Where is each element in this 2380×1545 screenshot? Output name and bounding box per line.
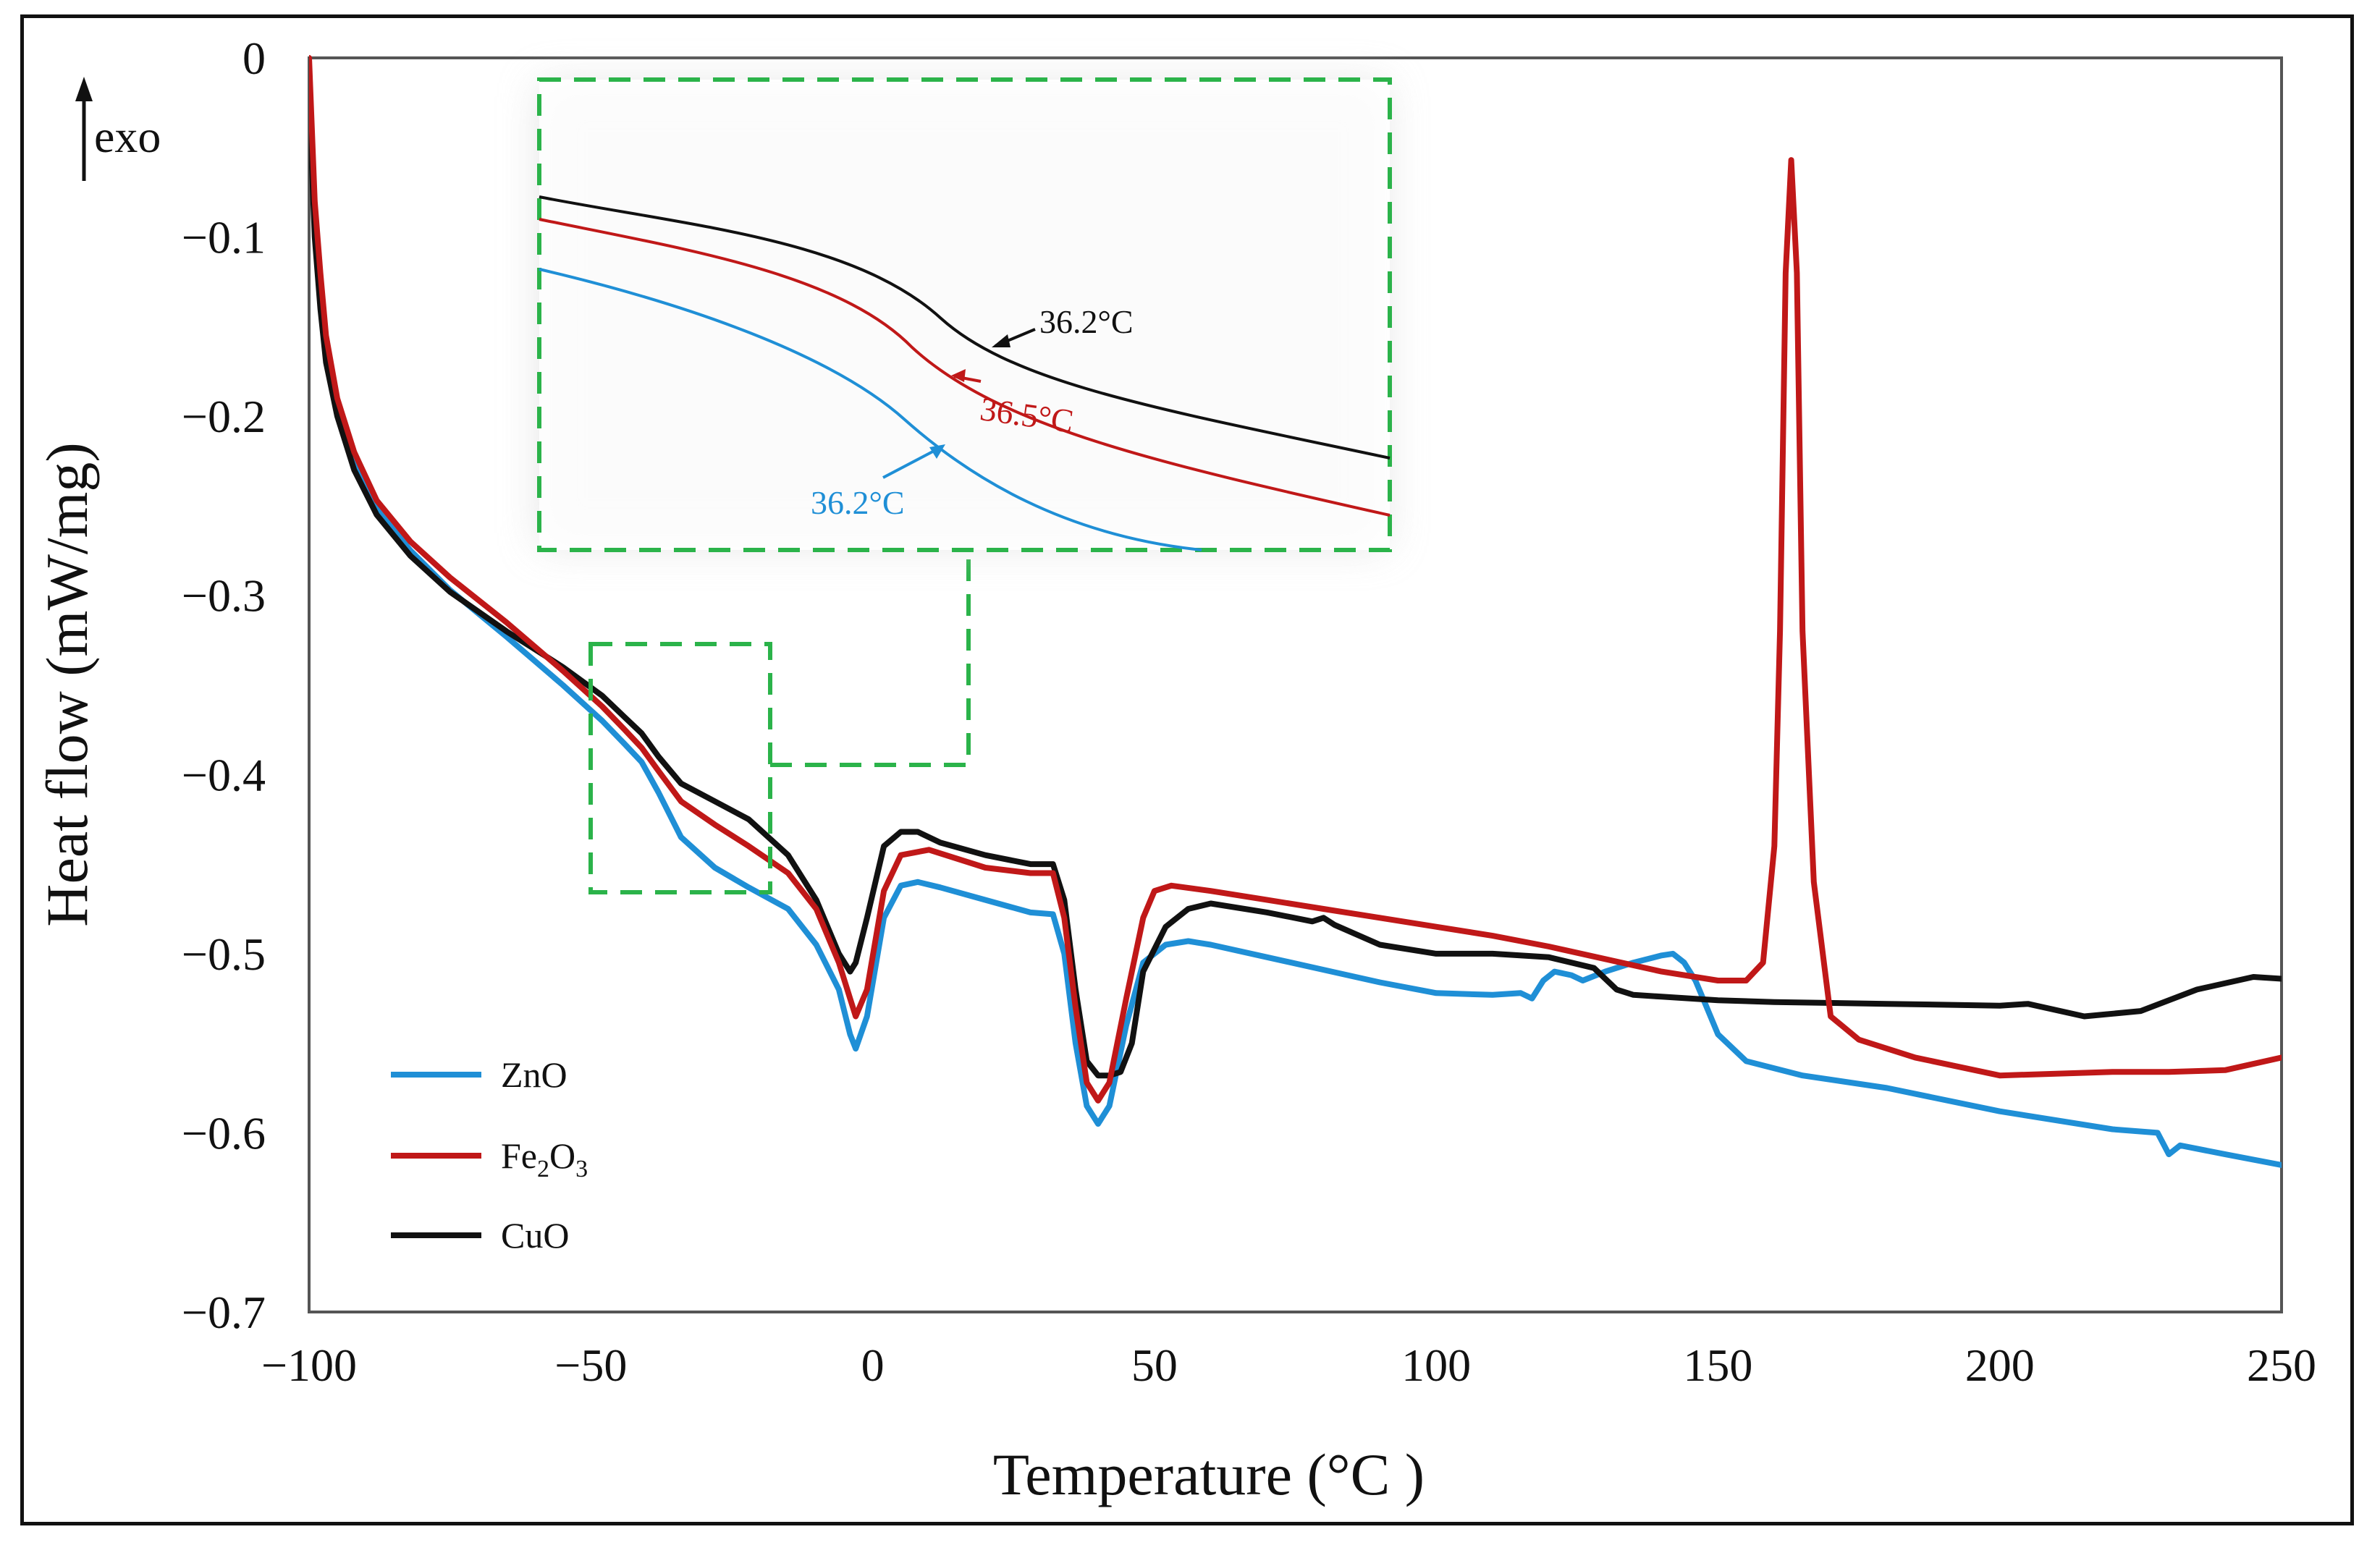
legend-entry-fe2o3: Fe2O3 xyxy=(391,1135,588,1182)
x-tick-label: 50 xyxy=(1131,1339,1178,1391)
annotation-cuo-arrowhead-icon xyxy=(992,334,1010,347)
x-tick-label: −100 xyxy=(261,1339,357,1391)
series-layer xyxy=(309,55,2282,1168)
plot-area xyxy=(308,56,2283,1313)
legend-label-zno: ZnO xyxy=(501,1054,567,1095)
series-line-fe2o3 xyxy=(309,55,2282,1104)
annotation-zno: 36.2°C xyxy=(811,444,945,521)
annotation-zno-arrowhead-icon xyxy=(929,444,945,459)
inset-background xyxy=(539,80,1390,550)
legend-sub-2: 2 xyxy=(537,1156,549,1182)
legend-sub-3: 3 xyxy=(575,1156,588,1182)
series-line-zno xyxy=(309,90,2282,1168)
x-tick-label: 250 xyxy=(2247,1339,2316,1391)
x-tick-label: −50 xyxy=(554,1339,627,1391)
inset-series-cuo xyxy=(539,195,1391,460)
x-tick-label: 100 xyxy=(1401,1339,1471,1391)
inset-series-fe2o3 xyxy=(539,218,1391,517)
exo-indicator: exo xyxy=(75,77,161,181)
annotation-zno-arrow xyxy=(882,446,942,479)
x-axis-title: Temperature (°C ) xyxy=(993,1442,1425,1507)
legend-fe-part: Fe xyxy=(501,1135,537,1176)
annotation-cuo: 36.2°C xyxy=(992,303,1134,347)
x-tick-label: 0 xyxy=(861,1339,885,1391)
legend-entry-cuo: CuO xyxy=(391,1215,569,1256)
inset-panel: 36.2°C 36.5°C 36.2°C xyxy=(537,77,1392,552)
y-tick-label: −0.1 xyxy=(182,212,266,263)
zoom-connector xyxy=(770,551,971,767)
x-tick-labels: −100 −50 0 50 100 150 200 250 xyxy=(261,1339,2316,1391)
legend: ZnO Fe2O3 CuO xyxy=(391,1054,588,1256)
annotation-zno-label: 36.2°C xyxy=(811,484,905,521)
y-tick-label: −0.5 xyxy=(182,928,266,980)
x-tick-label: 150 xyxy=(1683,1339,1752,1391)
y-tick-label: −0.4 xyxy=(182,749,266,800)
y-tick-labels: 0 −0.1 −0.2 −0.3 −0.4 −0.5 −0.6 −0.7 xyxy=(182,33,266,1338)
x-tick-label: 200 xyxy=(1965,1339,2035,1391)
y-tick-label: −0.6 xyxy=(182,1107,266,1159)
exo-arrowhead-icon xyxy=(75,77,93,101)
exo-label: exo xyxy=(94,111,161,162)
zoom-region xyxy=(588,551,971,894)
annotation-fe2o3-arrowhead-icon xyxy=(951,369,966,382)
inset-border xyxy=(537,77,1392,552)
y-tick-label: −0.2 xyxy=(182,391,266,442)
y-axis-title: Heat flow (mW/mg) xyxy=(34,442,100,926)
y-tick-label: 0 xyxy=(242,33,266,84)
legend-entry-zno: ZnO xyxy=(391,1054,567,1095)
annotation-cuo-label: 36.2°C xyxy=(1039,303,1134,340)
y-tick-label: −0.3 xyxy=(182,570,266,622)
zoom-box xyxy=(588,642,772,894)
inset-series-zno xyxy=(539,268,1202,551)
legend-label-cuo: CuO xyxy=(501,1215,569,1256)
legend-o-part: O xyxy=(549,1135,575,1176)
y-tick-label: −0.7 xyxy=(182,1287,266,1338)
legend-label-fe2o3: Fe2O3 xyxy=(501,1135,588,1182)
